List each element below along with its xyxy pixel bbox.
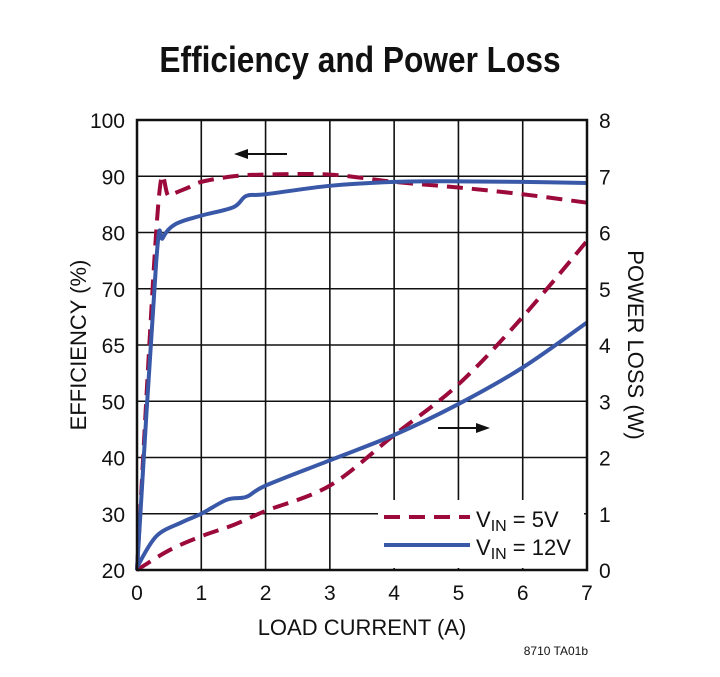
y2-tick-label: 2: [599, 448, 611, 471]
x-tick-label: 1: [195, 582, 207, 605]
y-tick-label: 65: [102, 335, 125, 358]
y2-tick-label: 8: [599, 110, 611, 133]
legend-label-5v: VIN = 5V: [476, 507, 559, 535]
legend: VIN = 5V VIN = 12V: [378, 500, 584, 568]
y-tick-label: 70: [102, 279, 125, 302]
x-tick-label: 3: [324, 582, 336, 605]
y2-tick-label: 6: [599, 223, 611, 246]
x-tick-label: 5: [453, 582, 465, 605]
x-tick-label: 6: [517, 582, 529, 605]
tick-labels: 0 1 2 3 4 5 6 7 20 30 40 50 65 70 80 90 100 0 1 2 3 4 5 6 7 8: [90, 110, 611, 605]
power-loss-12v-line: [135, 320, 589, 569]
x-tick-label: 4: [388, 582, 400, 605]
efficiency-12v-line: [135, 179, 588, 571]
x-axis-label: LOAD CURRENT (A): [258, 615, 467, 640]
y-tick-label: 100: [90, 110, 125, 133]
chart-title: Efficiency and Power Loss: [159, 40, 560, 80]
y-tick-label: 30: [102, 504, 125, 527]
y2-tick-label: 3: [599, 391, 611, 414]
efficiency-axis-arrow: [234, 149, 287, 159]
y-tick-label: 40: [102, 448, 125, 471]
y-axis-label: EFFICIENCY (%): [66, 260, 91, 431]
y2-tick-label: 5: [599, 279, 611, 302]
y-tick-label: 20: [102, 560, 125, 583]
efficiency-5v-line: [135, 171, 588, 571]
curves: [135, 171, 589, 572]
x-tick-label: 7: [581, 582, 593, 605]
x-tick-label: 2: [260, 582, 272, 605]
y2-tick-label: 0: [599, 560, 611, 583]
y-tick-label: 80: [102, 223, 125, 246]
y2-tick-label: 4: [599, 335, 611, 358]
plot-frame: [135, 118, 589, 572]
y-tick-label: 90: [102, 166, 125, 189]
y2-tick-label: 7: [599, 166, 611, 189]
footnote: 8710 TA01b: [524, 644, 589, 658]
x-tick-label: 0: [131, 582, 143, 605]
y2-tick-label: 1: [599, 504, 611, 527]
legend-label-12v: VIN = 12V: [476, 535, 571, 563]
y-tick-label: 50: [102, 391, 125, 414]
power-loss-axis-arrow: [438, 423, 490, 433]
y2-axis-label: POWER LOSS (W): [623, 250, 648, 439]
power-loss-5v-line: [135, 239, 589, 572]
